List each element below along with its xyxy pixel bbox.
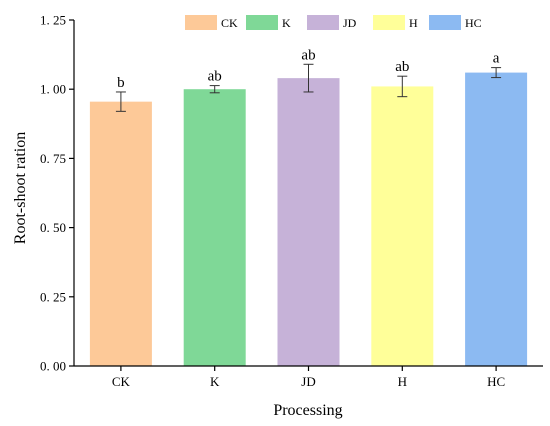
- x-tick-label-k: K: [210, 374, 220, 389]
- bar-ck: [89, 101, 152, 366]
- y-tick-label: 0. 00: [40, 359, 66, 374]
- x-ticks: CK K JD H HC: [112, 366, 505, 389]
- legend-label-h: H: [409, 16, 418, 30]
- legend-swatch-ck: [185, 15, 217, 30]
- significance-labels: b ab ab ab a: [117, 47, 500, 91]
- legend-swatch-hc: [429, 15, 461, 30]
- bar-k: [183, 89, 246, 366]
- y-tick-label: 1. 25: [40, 13, 66, 28]
- significance-label-jd: ab: [301, 47, 315, 63]
- legend-label-jd: JD: [343, 16, 357, 30]
- significance-label-h: ab: [395, 59, 409, 75]
- bars: [89, 72, 528, 367]
- x-tick-label-ck: CK: [112, 374, 131, 389]
- y-tick-label: 0. 25: [40, 289, 66, 304]
- x-tick-label-hc: HC: [487, 374, 505, 389]
- significance-label-hc: a: [493, 51, 500, 67]
- y-axis-title: Root-shoot ration: [12, 132, 29, 244]
- legend-swatch-h: [373, 15, 405, 30]
- y-ticks: 0. 00 0. 25 0. 50 0. 75 1. 00 1. 25: [40, 13, 74, 374]
- x-tick-label-jd: JD: [301, 374, 315, 389]
- legend-label-hc: HC: [465, 16, 482, 30]
- error-bars: [115, 63, 502, 112]
- legend-label-ck: CK: [221, 16, 238, 30]
- legend-swatch-jd: [307, 15, 339, 30]
- bar-hc: [465, 72, 528, 366]
- bar-h: [371, 86, 434, 366]
- x-axis-title: Processing: [273, 402, 342, 419]
- y-tick-label: 0. 50: [40, 220, 66, 235]
- significance-label-ck: b: [117, 75, 125, 91]
- legend-label-k: K: [282, 16, 291, 30]
- legend-swatch-k: [246, 15, 278, 30]
- legend: CK K JD H HC: [185, 15, 482, 30]
- bar-jd: [277, 78, 340, 367]
- y-tick-label: 0. 75: [40, 151, 66, 166]
- significance-label-k: ab: [208, 69, 222, 85]
- x-tick-label-h: H: [398, 374, 407, 389]
- y-tick-label: 1. 00: [40, 82, 66, 97]
